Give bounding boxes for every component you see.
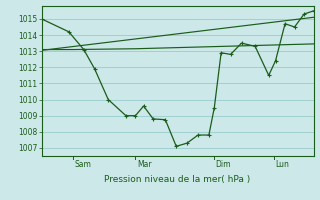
X-axis label: Pression niveau de la mer( hPa ): Pression niveau de la mer( hPa )	[104, 175, 251, 184]
Text: Sam: Sam	[74, 160, 91, 169]
Text: Lun: Lun	[276, 160, 289, 169]
Text: Mar: Mar	[137, 160, 151, 169]
Text: Dim: Dim	[216, 160, 231, 169]
